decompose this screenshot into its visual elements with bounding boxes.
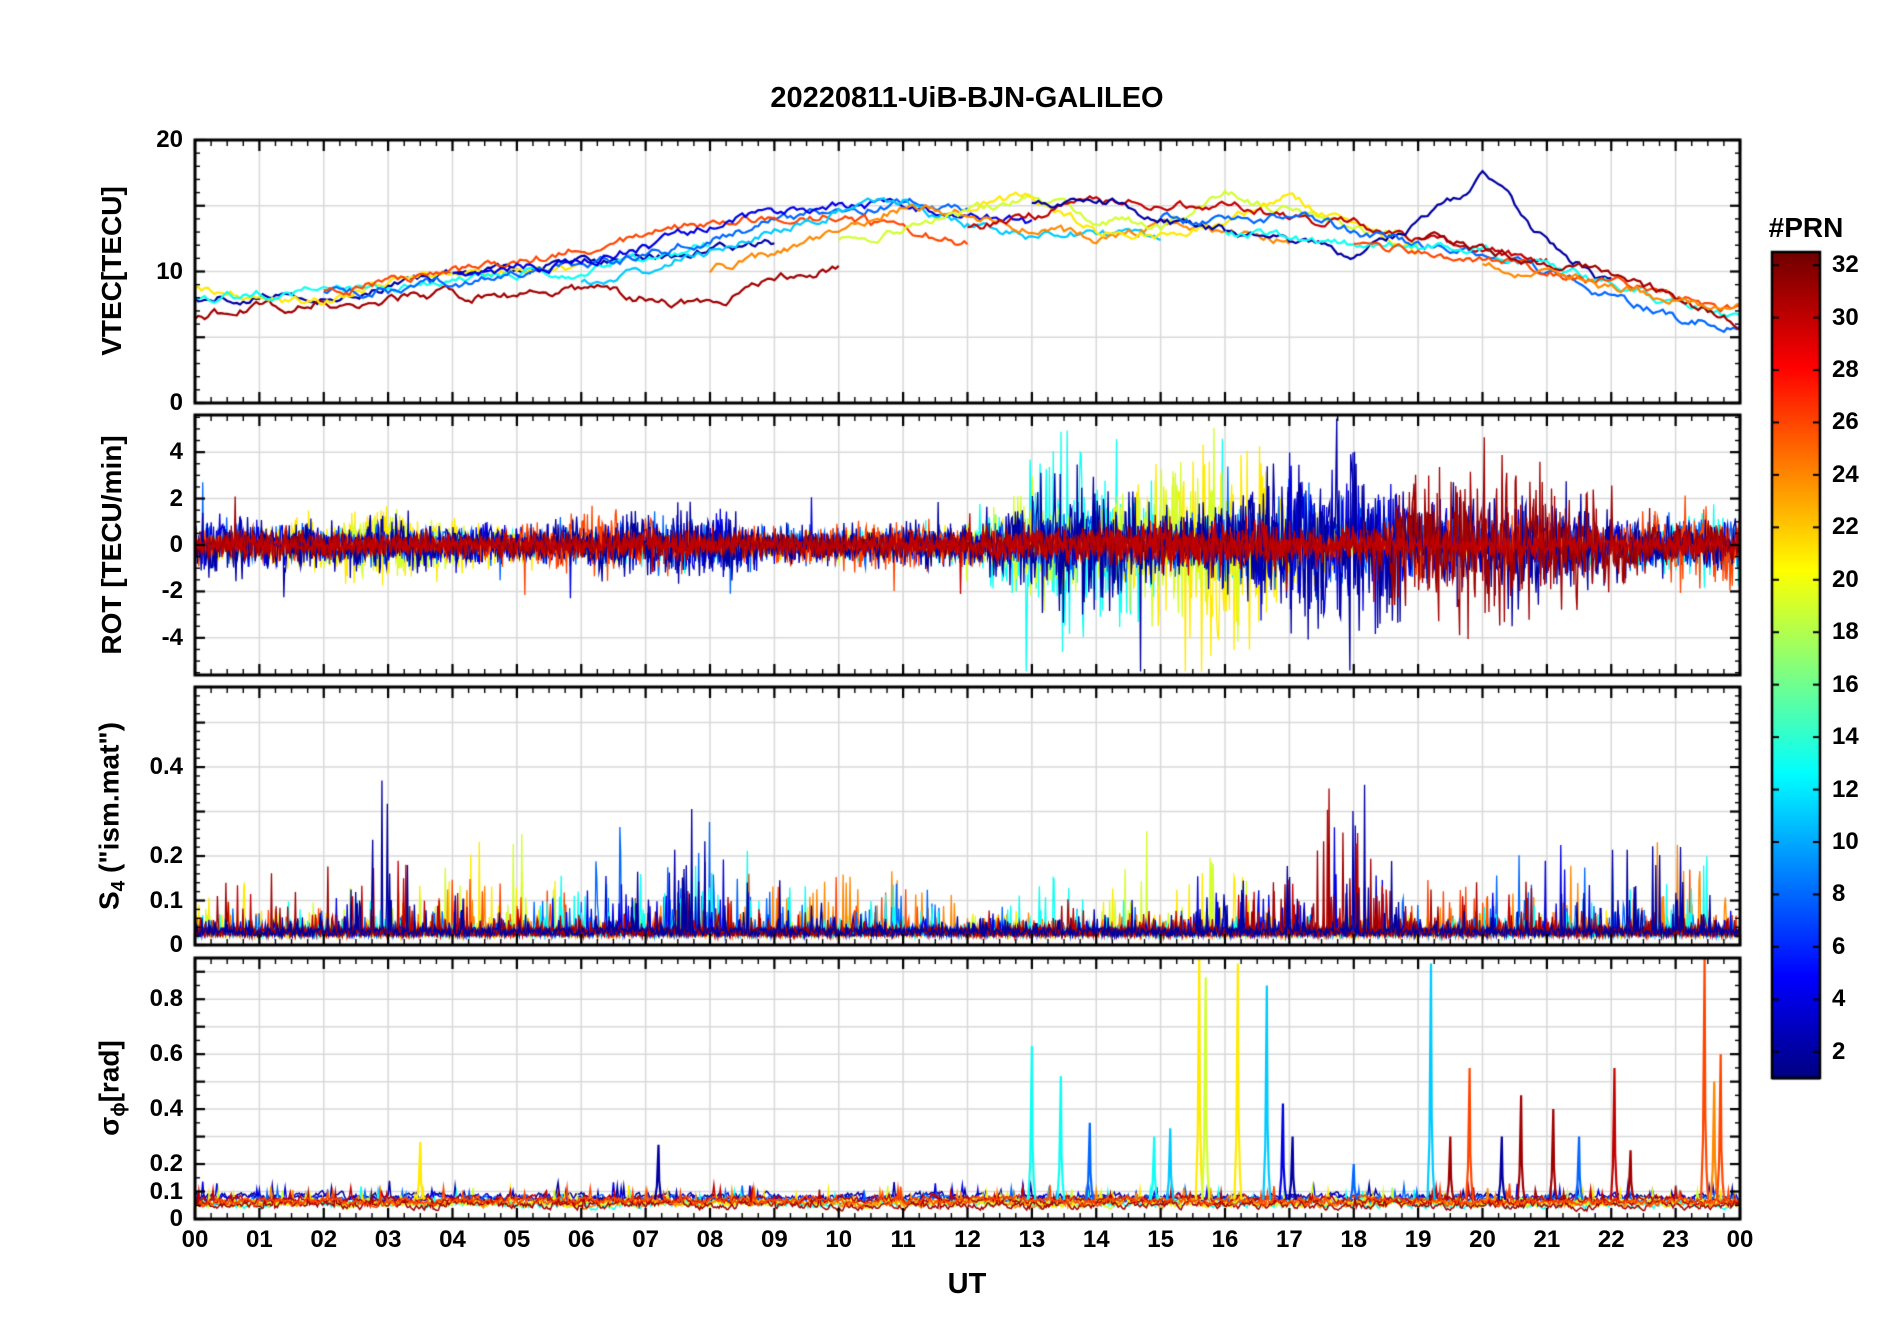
- x-tick-label: 21: [1533, 1226, 1561, 1253]
- colorbar-tick-label: 2: [1832, 1037, 1846, 1065]
- x-tick-label: 18: [1340, 1226, 1368, 1253]
- x-tick-label: 07: [632, 1226, 659, 1253]
- y-axis-label-text: ROT [TECU/min]: [96, 435, 127, 655]
- y-axis-label-vtec: VTEC[TECU]: [96, 186, 128, 356]
- colorbar-tick-label: 28: [1832, 356, 1859, 383]
- y-tick-label-s4: 0.2: [149, 842, 183, 870]
- x-tick-label: 06: [567, 1226, 595, 1253]
- y-axis-label-subscript: ϕ: [108, 1102, 130, 1117]
- x-tick-label: 00: [181, 1226, 209, 1253]
- x-tick-label: 04: [439, 1226, 466, 1253]
- x-tick-label: 14: [1082, 1226, 1110, 1253]
- colorbar-tick-label: 32: [1832, 251, 1859, 279]
- y-axis-label-sigma: σϕ[rad]: [94, 1040, 131, 1136]
- y-axis-label-subscript: 4: [108, 880, 130, 892]
- y-tick-label-sigma_phi: 0.1: [149, 1177, 183, 1205]
- x-tick-label: 08: [696, 1226, 724, 1253]
- y-tick-label-vtec: 10: [156, 257, 183, 285]
- x-tick-label: 03: [374, 1226, 402, 1253]
- colorbar-tick-label: 30: [1832, 303, 1859, 331]
- colorbar-tick-label: 24: [1832, 460, 1859, 488]
- y-tick-label-sigma_phi: 0.2: [149, 1150, 183, 1178]
- y-tick-label-sigma_phi: 0.8: [149, 985, 183, 1013]
- x-tick-label: 23: [1662, 1226, 1689, 1253]
- y-axis-label-text: [rad]: [93, 1040, 125, 1103]
- y-tick-label-sigma_phi: 0: [169, 1205, 183, 1232]
- colorbar-tick-label: 10: [1832, 828, 1859, 855]
- y-axis-label-rot: ROT [TECU/min]: [96, 435, 128, 654]
- y-axis-label-text: ("ism.mat"): [93, 721, 125, 881]
- x-tick-label: 20: [1469, 1226, 1496, 1253]
- y-tick-label-rot: 2: [169, 484, 183, 512]
- y-tick-label-s4: 0: [169, 931, 183, 958]
- x-tick-label: 12: [954, 1226, 981, 1253]
- x-tick-label: 19: [1404, 1226, 1432, 1253]
- y-tick-label-sigma_phi: 0.4: [149, 1095, 183, 1123]
- x-tick-label: 16: [1211, 1226, 1239, 1253]
- x-tick-label: 00: [1726, 1226, 1754, 1253]
- x-tick-label: 01: [246, 1226, 273, 1253]
- colorbar-tick-label: 20: [1832, 565, 1859, 593]
- x-tick-label: 15: [1147, 1226, 1174, 1253]
- x-tick-label: 05: [503, 1226, 531, 1253]
- x-tick-label: 17: [1276, 1226, 1303, 1253]
- colorbar-tick-label: 22: [1832, 513, 1859, 541]
- y-axis-label-text: σ: [93, 1116, 125, 1136]
- colorbar-tick-label: 14: [1832, 723, 1859, 751]
- y-tick-label-vtec: 0: [169, 389, 183, 416]
- x-tick-label: 11: [890, 1226, 916, 1253]
- y-tick-label-vtec: 20: [156, 126, 183, 153]
- colorbar-tick-label: 8: [1832, 880, 1846, 908]
- colorbar-tick-label: 6: [1832, 932, 1846, 960]
- y-tick-label-s4: 0.1: [149, 886, 183, 914]
- x-tick-label: 10: [825, 1226, 853, 1253]
- x-tick-label: 22: [1597, 1226, 1625, 1253]
- x-tick-label: 09: [761, 1226, 788, 1253]
- colorbar-tick-label: 18: [1832, 618, 1859, 646]
- x-tick-label: 02: [310, 1226, 338, 1253]
- colorbar-tick-label: 12: [1832, 775, 1859, 803]
- y-tick-label-rot: 0: [169, 531, 183, 558]
- x-axis-label: UT: [947, 1268, 987, 1300]
- y-axis-label-text: S: [93, 891, 125, 911]
- colorbar-tick-label: 26: [1832, 408, 1859, 436]
- y-tick-label-s4: 0.4: [149, 753, 183, 781]
- y-axis-label-text: VTEC[TECU]: [96, 186, 127, 356]
- y-tick-label-rot: -4: [161, 623, 183, 651]
- y-tick-label-rot: 4: [169, 438, 183, 466]
- y-tick-label-sigma_phi: 0.6: [149, 1040, 183, 1068]
- chart-title: 20220811-UiB-BJN-GALILEO: [770, 82, 1164, 114]
- y-axis-label-s4: S4 ("ism.mat"): [94, 722, 131, 910]
- colorbar-tick-label: 4: [1832, 985, 1846, 1013]
- colorbar-tick-label: 16: [1832, 670, 1859, 698]
- y-tick-label-rot: -2: [161, 577, 183, 605]
- colorbar-title: #PRN: [1768, 212, 1844, 243]
- x-tick-label: 13: [1018, 1226, 1046, 1253]
